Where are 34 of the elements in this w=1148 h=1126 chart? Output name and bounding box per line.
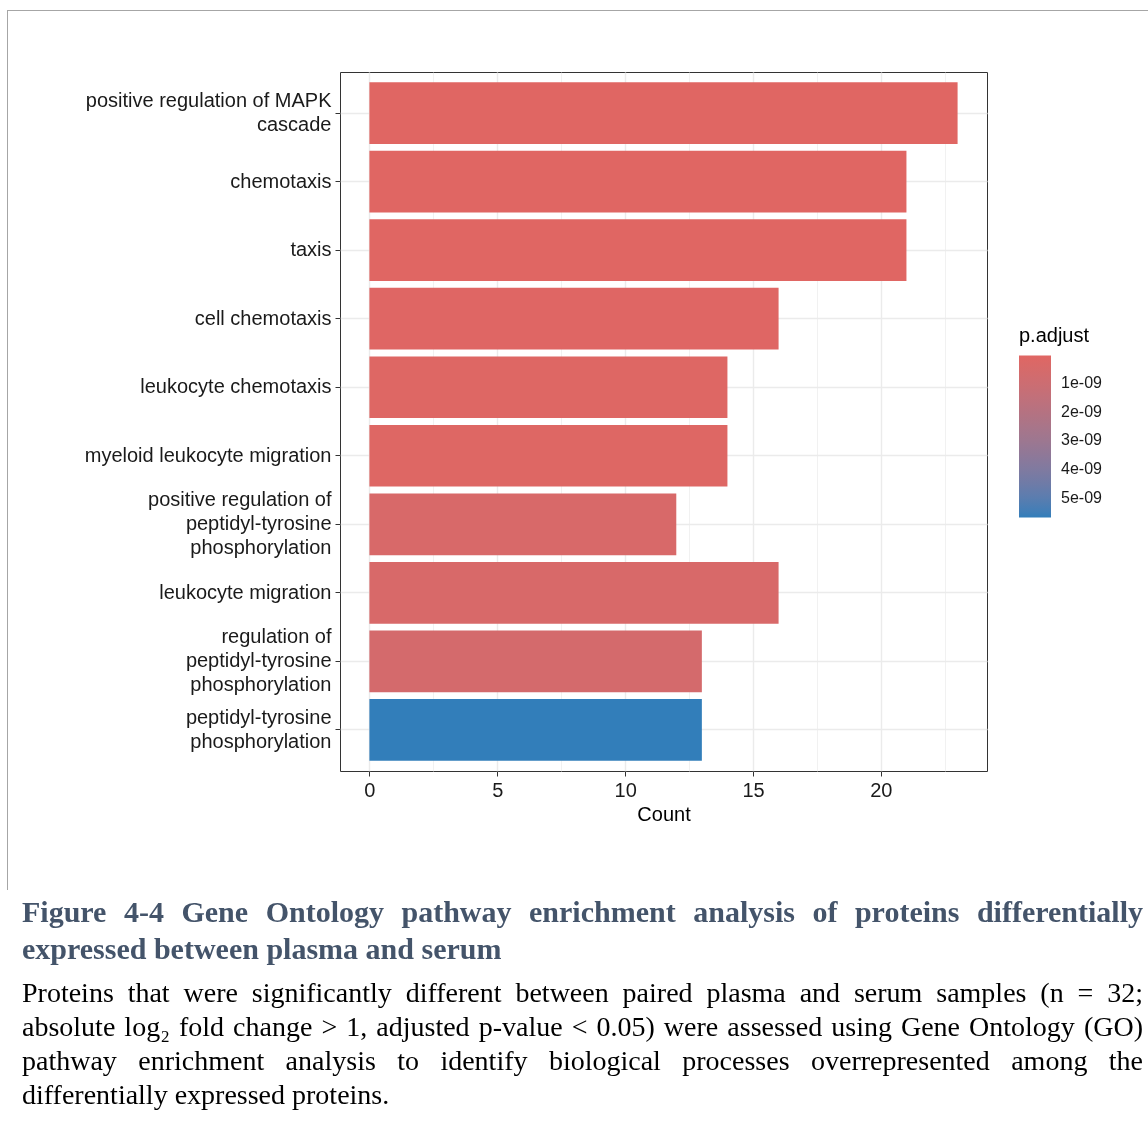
color-bar-title: p.adjust — [1019, 323, 1090, 346]
x-tick-label: 15 — [742, 778, 765, 801]
x-tick-label: 5 — [492, 778, 504, 801]
y-tick-label: chemotaxis — [230, 169, 332, 192]
color-bar-label: 1e-09 — [1061, 374, 1103, 392]
y-tick-label: taxis — [290, 238, 332, 261]
bar — [369, 150, 907, 213]
bar — [369, 219, 907, 282]
x-axis-title: Count — [637, 802, 692, 825]
bar — [369, 561, 779, 624]
bar — [369, 493, 677, 556]
y-tick-label: cell chemotaxis — [194, 306, 332, 329]
x-tick-label: 0 — [364, 778, 376, 801]
y-tick-label: myeloid leukocyte migration — [84, 443, 332, 466]
y-tick-label: peptidyl-tyrosine phosphorylation — [185, 705, 332, 752]
y-tick-label: positive regulation of peptidyl-tyrosine phosphorylation — [148, 488, 332, 559]
y-tick-label: leukocyte chemotaxis — [140, 375, 332, 398]
y-tick-label: leukocyte migration — [159, 580, 332, 603]
color-bar-label: 4e-09 — [1061, 460, 1103, 478]
text: Proteins that were significantly different between paired plasma and serum samples (n = 32; absolute log₂ fold change > 1, adjusted p-value < 0.05) were assessed using Gene Ontology (GO) pathway enrichment analysis to identify biological processes overrepresented among the differentially expressed proteins. — [22, 976, 1143, 1112]
y-tick-label: regulation of peptidyl-tyrosine phosphorylation — [185, 625, 332, 696]
x-tick-label: 20 — [870, 778, 893, 801]
color-bar-label: 3e-09 — [1061, 431, 1103, 449]
y-tick-label: positive regulation of MAPK cascade — [85, 89, 333, 136]
color-bar-label: 2e-09 — [1061, 402, 1103, 420]
bar — [369, 630, 702, 693]
bar — [369, 287, 779, 350]
x-tick-label: 10 — [614, 778, 637, 801]
bar — [369, 424, 728, 487]
text: Figure 4-4 Gene Ontology pathway enrichment analysis of proteins differentially expressed between plasma and serum — [22, 894, 1143, 967]
bar — [369, 82, 958, 144]
color-bar-label: 5e-09 — [1061, 488, 1103, 506]
bar — [369, 699, 702, 761]
bar — [369, 356, 728, 419]
